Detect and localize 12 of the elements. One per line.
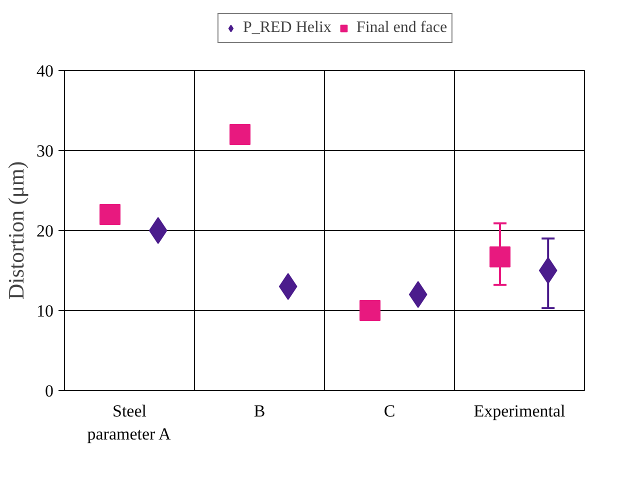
x-tick-label: B xyxy=(254,402,266,420)
y-tick-label: 30 xyxy=(36,142,54,160)
legend-label: P_RED Helix xyxy=(242,18,332,36)
x-tick-label: C xyxy=(384,402,396,420)
y-axis-title: Distortion (μm) xyxy=(4,161,28,300)
y-tick-label: 20 xyxy=(36,222,54,240)
y-tick-label: 40 xyxy=(36,62,54,80)
y-tick-label: 10 xyxy=(36,302,54,320)
x-tick-label: Experimental xyxy=(474,402,566,420)
y-tick-label: 0 xyxy=(45,382,54,400)
x-tick-label: Steel parameter A xyxy=(87,402,172,444)
legend-label: Final end face xyxy=(356,18,448,36)
